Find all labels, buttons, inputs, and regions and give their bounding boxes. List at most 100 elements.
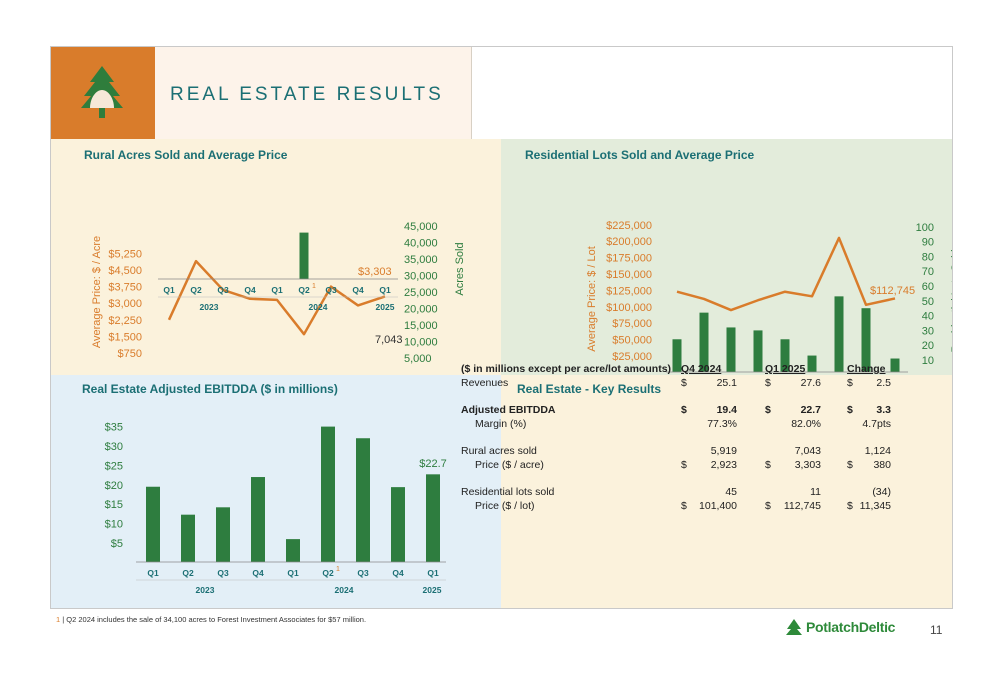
y-tick-label: $5 [111, 538, 123, 550]
y-left-axis-label: Average Price: $ / Lot [586, 246, 598, 352]
cell-v3: 4.7pts [862, 418, 891, 430]
year-label: 2023 [196, 585, 215, 595]
cell-v2: 112,745 [783, 500, 821, 512]
cell-empty [739, 499, 763, 513]
ebitdda-bar [356, 438, 370, 562]
x-tick-label: Q1 [147, 568, 159, 578]
lots-bar [699, 312, 709, 372]
cell-cur2: $ [765, 500, 771, 512]
y-tick-label: $25 [105, 460, 123, 472]
x-tick-label: Q1 [271, 285, 283, 295]
key-results-title: Real Estate - Key Results [517, 382, 662, 396]
cell-empty [823, 499, 845, 513]
y-right-tick-label: 20,000 [404, 304, 438, 316]
cell-empty [739, 403, 763, 417]
y-left-tick-label: $5,250 [108, 248, 142, 260]
table-header-q1-2025: Q1 2025 [765, 363, 806, 375]
cell-empty [845, 485, 857, 499]
cell-label: Price ($ / acre) [475, 459, 544, 471]
y-right-tick-label: 80 [922, 251, 934, 263]
cell-cur1: $ [681, 404, 687, 416]
cell-v1: 2,923 [710, 459, 737, 471]
cell-label: Rural acres sold [461, 445, 537, 457]
ebitdda-bar [391, 487, 405, 562]
cell-empty [823, 376, 845, 390]
y-left-tick-label: $2,250 [108, 315, 142, 327]
lots-bar [807, 355, 817, 372]
table-row: Adjusted EBITDDA $19.4 $22.7 $3.3 [459, 403, 893, 417]
cell-empty [845, 417, 857, 431]
logo-tree-icon [786, 619, 802, 635]
tree-hand-icon [81, 66, 123, 118]
table-header-row: ($ in millions except per acre/lot amoun… [459, 362, 893, 376]
y-right-axis-label: Acres Sold [454, 242, 466, 295]
x-tick-label: Q1 [163, 285, 175, 295]
cell-empty [823, 444, 845, 458]
y-right-tick-label: 40 [922, 311, 934, 323]
footnote-marker: 1 [56, 615, 61, 624]
x-tick-label: Q4 [352, 285, 364, 295]
cell-v2: 27.6 [800, 377, 821, 389]
y-left-tick-label: $4,500 [108, 265, 142, 277]
cell-cur3: $ [847, 459, 853, 471]
cell-cur1: $ [681, 377, 687, 389]
x-tick-label: Q3 [217, 285, 229, 295]
cell-v1: 101,400 [699, 500, 737, 512]
lots-bar [890, 358, 900, 372]
spacer-row [459, 472, 893, 485]
rural-panel [50, 139, 501, 375]
x-tick-label: Q3 [357, 568, 369, 578]
y-right-tick-label: 40,000 [404, 238, 438, 250]
cell-empty [823, 458, 845, 472]
cell-cur3: $ [847, 377, 853, 389]
table-row: Revenues $25.1 $27.6 $2.5 [459, 376, 893, 390]
ebitdda-annotation: $22.7 [419, 458, 447, 470]
cell-empty [763, 444, 775, 458]
lots-bar [834, 296, 844, 372]
y-left-tick-label: $3,750 [108, 282, 142, 294]
lots-bar [726, 327, 736, 372]
cell-v2: 3,303 [794, 459, 821, 471]
key-results-panel [501, 375, 953, 609]
x-tick-label: Q2 [322, 568, 334, 578]
lots-bar [861, 308, 871, 372]
lots-chart-title: Residential Lots Sold and Average Price [525, 148, 755, 162]
cell-empty [823, 403, 845, 417]
cell-empty [823, 485, 845, 499]
price-line [676, 236, 896, 312]
cell-v1: 77.3% [707, 418, 737, 430]
cell-v3: 380 [873, 459, 891, 471]
ebitdda-bar [251, 477, 265, 562]
lots-bar [672, 339, 682, 372]
cell-label: Margin (%) [475, 418, 527, 430]
ebitdda-bar [216, 507, 230, 562]
cell-v3: 11,345 [859, 500, 891, 512]
y-left-axis-label: Average Price: $ / Acre [91, 236, 103, 348]
x-tick-label: Q3 [325, 285, 337, 295]
year-label: 2024 [309, 302, 328, 312]
x-tick-label: Q4 [392, 568, 404, 578]
lots-bar [780, 339, 790, 372]
year-label: 2024 [335, 585, 354, 595]
y-left-tick-label: $50,000 [612, 335, 652, 347]
cell-empty [739, 444, 763, 458]
cell-empty [739, 485, 763, 499]
price-line [167, 259, 386, 336]
ebitdda-chart: $5$10$15$20$25$30$35$22.7Q1 Q2 Q3 Q4 Q1 Q2 1 Q3… [105, 422, 447, 595]
header-title-box [155, 46, 472, 139]
y-right-tick-label: 60 [922, 281, 934, 293]
x-tick-marker: 1 [312, 283, 316, 290]
ebitdda-bar [286, 539, 300, 562]
y-right-tick-label: 15,000 [404, 320, 438, 332]
cell-empty [823, 417, 845, 431]
table-row: Price ($ / acre) $2,923 $3,303 $380 [459, 458, 893, 472]
footnote: 1 | Q2 2024 includes the sale of 34,100 … [56, 615, 366, 624]
cell-cur2: $ [765, 377, 771, 389]
lots-bar [753, 330, 763, 372]
price-annotation: $112,745 [870, 285, 915, 297]
cell-v2: 11 [810, 486, 821, 498]
cell-empty [739, 376, 763, 390]
y-tick-label: $20 [105, 480, 123, 492]
cell-v2: 22.7 [800, 404, 821, 416]
x-tick-marker: 1 [336, 566, 340, 573]
